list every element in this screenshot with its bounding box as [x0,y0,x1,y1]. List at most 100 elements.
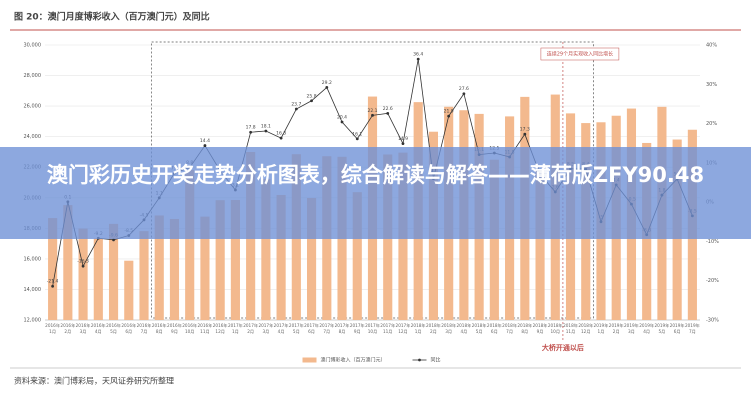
point [81,264,85,268]
x-tick-label: 2018年 [517,322,532,329]
x-tick-label: 2018年 [456,322,471,329]
value-label: 27.6 [459,86,469,92]
x-tick-label: 4月 [643,329,650,335]
x-tick-label: 2018年 [563,322,578,329]
x-tick-label: 7月 [506,329,513,335]
x-tick-label: 2017年 [396,322,411,329]
banner-box: 澳门彩历史开奖走势分析图表，综合解读与解答——薄荷版ZFY90.48 [46,163,705,187]
bar [215,200,225,320]
x-tick-label: 5月 [476,329,483,335]
bar [535,170,545,320]
bar [261,179,271,320]
x-tick-label: 2019年 [594,322,609,329]
value-label: 17.3 [520,127,530,133]
x-tick-label: 3月 [628,329,635,335]
x-tick-label: 2017年 [243,322,258,329]
bar [93,238,103,320]
bar [154,215,164,320]
legend-swatch [302,357,317,363]
point [340,120,344,124]
x-tick-label: 2016年 [137,322,152,329]
y2-tick-label: -30% [706,318,719,324]
x-tick-label: 2018年 [578,322,593,329]
value-label: 29.2 [322,80,332,86]
x-tick-label: 10月 [185,329,195,335]
bar [307,197,317,320]
bar [63,205,73,320]
x-tick-label: 6月 [125,329,132,335]
x-tick-label: 2017年 [289,322,304,329]
value-label: 22.6 [383,106,393,112]
x-tick-label: 11月 [200,329,210,335]
point [203,144,207,147]
point [294,107,298,111]
x-tick-label: 7月 [141,329,148,335]
x-tick-label: 9月 [537,329,544,335]
x-tick-label: 2016年 [152,322,167,329]
x-tick-label: 4月 [278,329,285,335]
banner: 澳门彩历史开奖走势分析图表，综合解读与解答——薄荷版ZFY90.48 [46,163,705,187]
bar [124,260,134,320]
x-tick-label: 8月 [521,329,528,335]
x-tick-label: 2018年 [487,322,502,329]
x-tick-label: 6月 [674,329,681,335]
annotation: 连续29个月实现收入同比增长 [547,51,613,58]
y2-tick-label: -10% [706,239,719,245]
bar [78,228,88,320]
bar [185,170,195,320]
x-tick-label: 2019年 [639,322,654,329]
x-tick-label: 2月 [247,329,254,335]
x-tick-label: 11月 [383,329,393,335]
point [264,129,268,133]
x-tick-label: 2018年 [502,322,517,329]
x-tick-label: 2016年 [91,322,106,329]
x-tick-label: 11月 [566,329,576,335]
x-tick-label: 2016年 [106,322,121,329]
x-tick-label: 2017年 [228,322,243,329]
x-tick-label: 2018年 [426,322,441,329]
x-tick-label: 8月 [339,329,346,335]
x-tick-label: 2019年 [654,322,669,329]
x-tick-label: 6月 [308,329,315,335]
y-tick-label: 26,000 [24,104,42,110]
x-tick-label: 2019年 [685,322,700,329]
y-tick-label: 14,000 [24,287,42,293]
x-tick-label: 2018年 [441,322,456,329]
y2-tick-label: 20% [706,121,717,127]
value-label: 16.3 [276,131,286,137]
y-tick-label: 28,000 [24,73,42,79]
x-tick-label: 2月 [64,329,71,335]
value-label: -21.4 [47,279,59,285]
value-label: 22.1 [367,108,377,114]
x-tick-label: 4月 [95,329,102,335]
y2-tick-label: 30% [706,82,717,88]
value-label: 14.4 [200,138,210,144]
y-tick-label: 24,000 [24,134,42,140]
x-tick-label: 10月 [551,329,561,335]
y2-tick-label: 40% [706,43,717,49]
bar [169,218,180,320]
x-tick-label: 2017年 [319,322,334,329]
bar [48,218,58,320]
value-label: 18.1 [261,124,271,130]
point [386,111,390,115]
x-tick-label: 5月 [293,329,300,335]
value-label: 20.4 [337,115,347,121]
legend-label: 同比 [431,357,441,364]
annot-box [540,47,620,61]
x-tick-label: 2017年 [335,322,350,329]
bar [108,223,119,320]
x-tick-label: 2017年 [365,322,380,329]
x-tick-label: 12月 [398,329,408,335]
y-tick-label: 16,000 [24,256,42,262]
x-tick-label: 2016年 [76,322,91,329]
x-tick-label: 2018年 [533,322,548,329]
x-tick-label: 2016年 [213,322,228,329]
x-tick-label: 6月 [491,329,498,335]
point [447,114,451,118]
x-tick-label: 5月 [658,329,665,335]
point [371,113,374,117]
bar [200,216,210,320]
x-tick-label: 10月 [368,329,378,335]
x-tick-label: 9月 [354,329,361,335]
